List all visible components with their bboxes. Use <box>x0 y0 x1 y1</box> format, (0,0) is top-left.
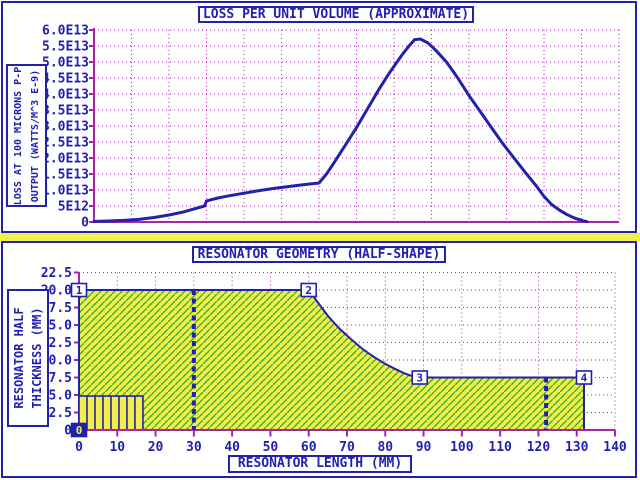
top-chart-ylabel-line1: LOSS AT 100 MICRONS P-P <box>12 66 24 205</box>
svg-text:40: 40 <box>224 440 240 455</box>
bottom-chart-title: RESONATOR GEOMETRY (HALF-SHAPE) <box>192 246 446 263</box>
svg-text:0: 0 <box>75 440 83 455</box>
svg-text:80: 80 <box>377 440 393 455</box>
svg-text:0: 0 <box>81 216 89 231</box>
resonator-shape <box>78 289 585 431</box>
bottom-chart-ylabel-line2: THICKNESS (MM) <box>30 307 44 409</box>
top-chart-curve <box>92 37 589 224</box>
svg-text:10: 10 <box>109 440 125 455</box>
svg-text:5E12: 5E12 <box>58 200 89 215</box>
panel-divider <box>0 233 640 241</box>
svg-text:20: 20 <box>148 440 164 455</box>
svg-text:3.5E13: 3.5E13 <box>42 104 89 119</box>
svg-text:50: 50 <box>263 440 279 455</box>
svg-text:0: 0 <box>76 424 83 437</box>
svg-text:90: 90 <box>416 440 432 455</box>
svg-text:2.5E13: 2.5E13 <box>42 136 89 151</box>
svg-text:4.0E13: 4.0E13 <box>42 88 89 103</box>
svg-text:7.5: 7.5 <box>49 371 72 386</box>
svg-text:30: 30 <box>186 440 202 455</box>
svg-text:1.0E13: 1.0E13 <box>42 184 89 199</box>
top-chart-axes <box>89 28 619 223</box>
svg-text:3.0E13: 3.0E13 <box>42 120 89 135</box>
svg-text:70: 70 <box>339 440 355 455</box>
svg-text:100: 100 <box>450 440 474 455</box>
stack-region <box>78 395 144 431</box>
section-dashed-lines <box>191 290 549 430</box>
svg-text:4: 4 <box>581 372 588 385</box>
top-chart-title: LOSS PER UNIT VOLUME (APPROXIMATE) <box>198 6 474 23</box>
bottom-chart-ylabel-line1: RESONATOR HALF <box>12 307 26 409</box>
svg-text:140: 140 <box>603 440 627 455</box>
svg-text:3: 3 <box>416 372 423 385</box>
svg-text:1.5E13: 1.5E13 <box>42 168 89 183</box>
bottom-chart-ylabel-box: RESONATOR HALF THICKNESS (MM) <box>7 289 49 427</box>
svg-text:110: 110 <box>488 440 512 455</box>
top-chart-ytick-labels: 6.0E135.5E135.0E134.5E134.0E133.5E133.0E… <box>42 24 89 231</box>
top-chart-ylabel-line2: OUTPUT (WATTS/M^3 E-9) <box>29 69 41 202</box>
svg-text:1: 1 <box>76 284 83 297</box>
point-markers: 0 1 2 3 4 <box>70 282 593 438</box>
svg-text:2.5: 2.5 <box>49 406 72 421</box>
top-chart-ylabel-box: LOSS AT 100 MICRONS P-P OUTPUT (WATTS/M^… <box>6 64 47 207</box>
svg-text:120: 120 <box>527 440 551 455</box>
svg-text:5.0: 5.0 <box>49 389 73 404</box>
svg-text:60: 60 <box>301 440 317 455</box>
top-chart-grid <box>94 29 620 222</box>
svg-text:2: 2 <box>305 284 312 297</box>
svg-text:0: 0 <box>64 424 72 439</box>
svg-text:130: 130 <box>565 440 589 455</box>
bottom-chart-xaxis: 0 10 20 30 40 50 60 70 80 90 100 110 120 130 140 <box>75 429 627 455</box>
svg-text:22.5: 22.5 <box>41 266 72 281</box>
svg-text:6.0E13: 6.0E13 <box>42 24 89 39</box>
svg-text:2.0E13: 2.0E13 <box>42 152 89 167</box>
svg-text:5.0E13: 5.0E13 <box>42 56 89 71</box>
svg-text:5.5E13: 5.5E13 <box>42 40 89 55</box>
bottom-chart-xlabel: RESONATOR LENGTH (MM) <box>228 455 412 473</box>
svg-text:4.5E13: 4.5E13 <box>42 72 89 87</box>
